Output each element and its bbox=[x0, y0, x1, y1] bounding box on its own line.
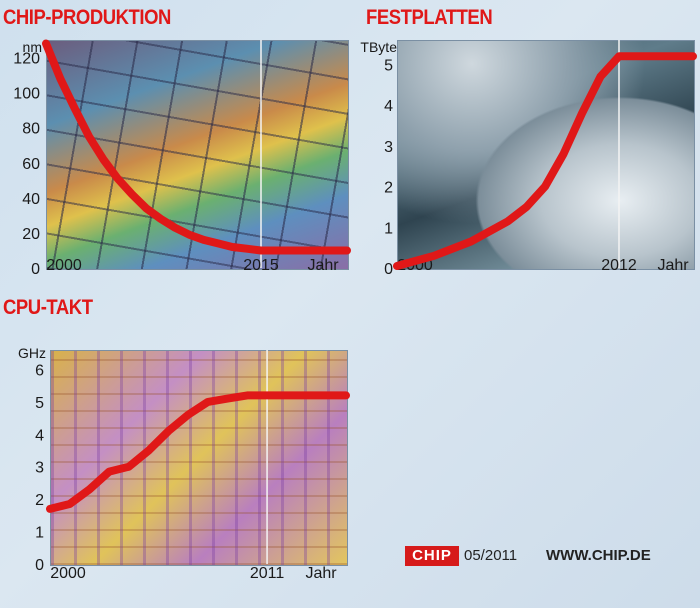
x-axis-label: Jahr bbox=[305, 565, 337, 582]
chart-title: CHIP-PRODUKTION bbox=[3, 6, 171, 29]
chip-logo: CHIP bbox=[405, 546, 459, 566]
y-tick-label: 0 bbox=[384, 261, 393, 278]
y-tick-label: 3 bbox=[384, 139, 393, 156]
y-tick-label: 40 bbox=[22, 191, 40, 208]
x-tick-label: 2000 bbox=[46, 257, 82, 274]
chart-title: CPU-TAKT bbox=[3, 296, 93, 319]
y-tick-label: 2 bbox=[35, 492, 44, 509]
series-line bbox=[46, 391, 350, 513]
chart-chip-produktion: CHIP-PRODUKTION 0 20 40 60 80 100 120 nm 2000 201… bbox=[0, 0, 352, 290]
x-tick-label: 2011 bbox=[250, 565, 285, 582]
x-axis-label: Jahr bbox=[657, 257, 689, 274]
y-tick-label: 0 bbox=[31, 261, 40, 278]
hard-disk-photo bbox=[397, 40, 695, 270]
y-tick-label: 6 bbox=[35, 362, 44, 379]
x-tick-label: 2015 bbox=[243, 257, 279, 274]
x-axis-label: Jahr bbox=[307, 257, 339, 274]
y-tick-label: 0 bbox=[35, 557, 44, 574]
y-tick-label: 20 bbox=[22, 226, 40, 243]
y-axis-label: TByte bbox=[360, 39, 397, 55]
cpu-die-photo bbox=[50, 350, 348, 566]
series-line bbox=[42, 39, 351, 255]
y-tick-label: 80 bbox=[22, 121, 40, 138]
y-tick-label: 1 bbox=[35, 525, 44, 542]
chart-title: FESTPLATTEN bbox=[366, 6, 493, 29]
chart-cpu-takt: CPU-TAKT 0 1 2 3 4 5 6 GHz 2000 2011 Jahr bbox=[0, 292, 352, 602]
y-axis-label: GHz bbox=[18, 345, 46, 361]
y-tick-label: 4 bbox=[384, 98, 393, 115]
website-url: WWW.CHIP.DE bbox=[546, 547, 651, 564]
y-tick-label: 5 bbox=[35, 395, 44, 412]
y-tick-label: 120 bbox=[13, 51, 40, 68]
x-tick-label: 2012 bbox=[601, 257, 637, 274]
chart-festplatten: FESTPLATTEN 0 1 2 3 4 5 TByte 2000 2012 Jahr bbox=[352, 0, 700, 290]
y-tick-label: 2 bbox=[384, 180, 393, 197]
x-tick-label: 2000 bbox=[50, 565, 86, 582]
y-tick-label: 60 bbox=[22, 156, 40, 173]
series-line bbox=[393, 52, 697, 270]
y-axis-label: nm bbox=[23, 39, 42, 55]
y-tick-label: 100 bbox=[13, 86, 40, 103]
y-tick-label: 3 bbox=[35, 460, 44, 477]
y-tick-label: 5 bbox=[384, 57, 393, 74]
issue-label: 05/2011 bbox=[464, 547, 518, 564]
y-tick-label: 4 bbox=[35, 427, 44, 444]
y-tick-label: 1 bbox=[384, 220, 393, 237]
